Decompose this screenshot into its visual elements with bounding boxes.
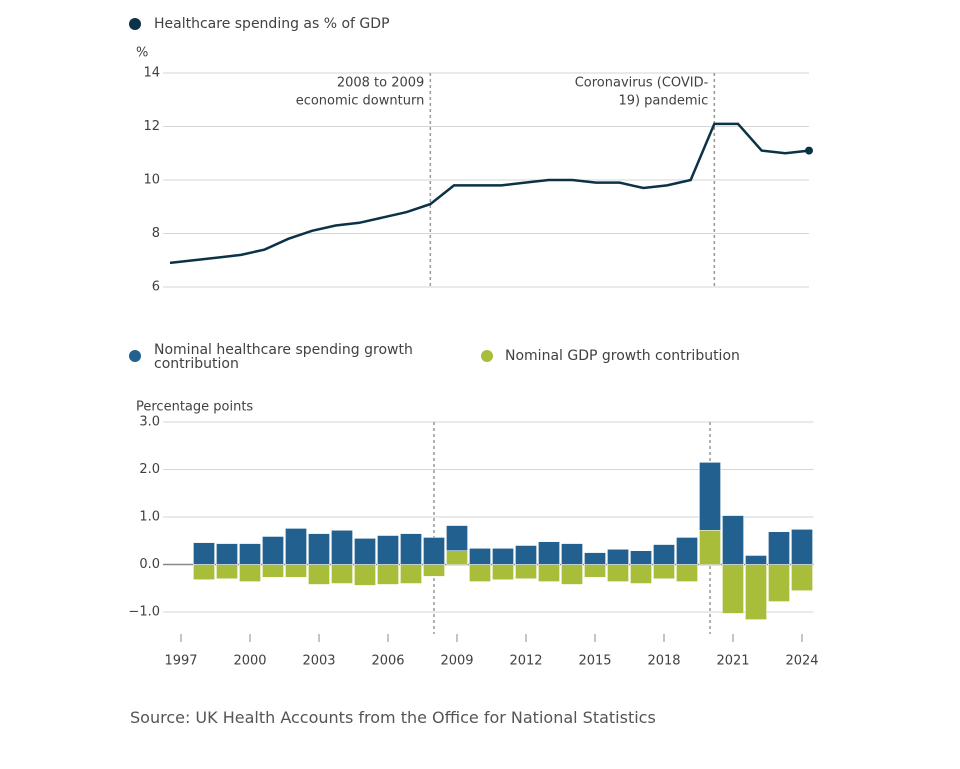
x-tick-label: 2012: [509, 654, 542, 669]
bar: [354, 538, 376, 565]
bar: [722, 515, 744, 565]
legend-marker: [481, 350, 493, 362]
bar: [561, 564, 583, 585]
y-axis-label: Percentage points: [136, 400, 253, 415]
bar: [538, 541, 560, 565]
y-tick-label: 1.0: [139, 510, 160, 525]
legend-label: Nominal healthcare spending growth contr…: [154, 342, 413, 372]
bar: [331, 530, 353, 565]
y-tick-label: 2.0: [139, 462, 160, 477]
bar: [354, 564, 376, 586]
bar: [285, 528, 307, 565]
bar: [308, 564, 330, 585]
annotation: economic downturn: [296, 94, 425, 109]
y-tick-label: 3.0: [139, 415, 160, 430]
bar: [699, 462, 721, 531]
line: [169, 122, 810, 265]
y-tick-label: 12: [143, 119, 160, 134]
bar: [331, 564, 353, 584]
y-tick-label: 0.0: [139, 557, 160, 572]
bar: [239, 564, 261, 582]
bar: [722, 564, 744, 614]
x-tick-label: 2024: [785, 654, 818, 669]
bar: [492, 564, 514, 580]
x-tick-label: 2015: [578, 654, 611, 669]
bar: [423, 564, 445, 577]
legend-marker: [129, 350, 141, 362]
legend-label: Healthcare spending as % of GDP: [154, 16, 390, 32]
y-tick-label: 6: [152, 280, 160, 295]
bar: [745, 564, 767, 620]
bar: [791, 529, 813, 565]
annotation: Coronavirus (COVID-: [575, 76, 709, 91]
bar: [400, 533, 422, 565]
bar: [193, 564, 215, 580]
annotation: 19) pandemic: [618, 94, 708, 109]
x-tick-label: 2018: [647, 654, 680, 669]
bar: [653, 564, 675, 579]
annotation: 2008 to 2009: [337, 76, 424, 91]
bar: [446, 525, 468, 551]
x-tick-label: 2021: [716, 654, 749, 669]
bar: [630, 564, 652, 584]
bar: [216, 543, 238, 565]
bar: [584, 552, 606, 565]
bar: [377, 564, 399, 585]
bar: [262, 536, 284, 565]
bar: [262, 564, 284, 578]
bar: [630, 550, 652, 565]
x-tick-label: 1997: [164, 654, 197, 669]
bar: [308, 533, 330, 565]
bar: [607, 564, 629, 582]
bar: [492, 548, 514, 565]
bar: [239, 543, 261, 565]
y-tick-label: 8: [152, 226, 160, 241]
y-axis-label: %: [136, 46, 148, 61]
x-tick-label: 2003: [302, 654, 335, 669]
x-tick-label: 2006: [371, 654, 404, 669]
y-tick-label: −1.0: [128, 605, 160, 620]
bar: [768, 531, 790, 565]
bar: [377, 535, 399, 565]
y-tick-label: 14: [143, 66, 160, 81]
bar: [515, 564, 537, 579]
bar: [515, 545, 537, 565]
bar: [538, 564, 560, 582]
bar: [400, 564, 422, 584]
bar: [676, 537, 698, 565]
bar: [193, 542, 215, 565]
bar: [791, 564, 813, 591]
bar: [699, 530, 721, 565]
bar: [469, 548, 491, 565]
bar: [285, 564, 307, 578]
x-tick-label: 2009: [440, 654, 473, 669]
bar: [584, 564, 606, 578]
bar: [446, 550, 468, 565]
legend-label: Nominal GDP growth contribution: [505, 348, 740, 364]
bar: [423, 537, 445, 565]
bar: [607, 549, 629, 565]
bar: [676, 564, 698, 582]
x-tick-label: 2000: [233, 654, 266, 669]
bar: [745, 555, 767, 565]
bar: [653, 544, 675, 565]
bar: [216, 564, 238, 579]
y-tick-label: 10: [143, 173, 160, 188]
end-point: [805, 146, 813, 155]
bar: [768, 564, 790, 602]
legend-marker: [129, 18, 141, 30]
source: Source: UK Health Accounts from the Offi…: [130, 708, 656, 727]
bar: [469, 564, 491, 582]
bar: [561, 543, 583, 565]
